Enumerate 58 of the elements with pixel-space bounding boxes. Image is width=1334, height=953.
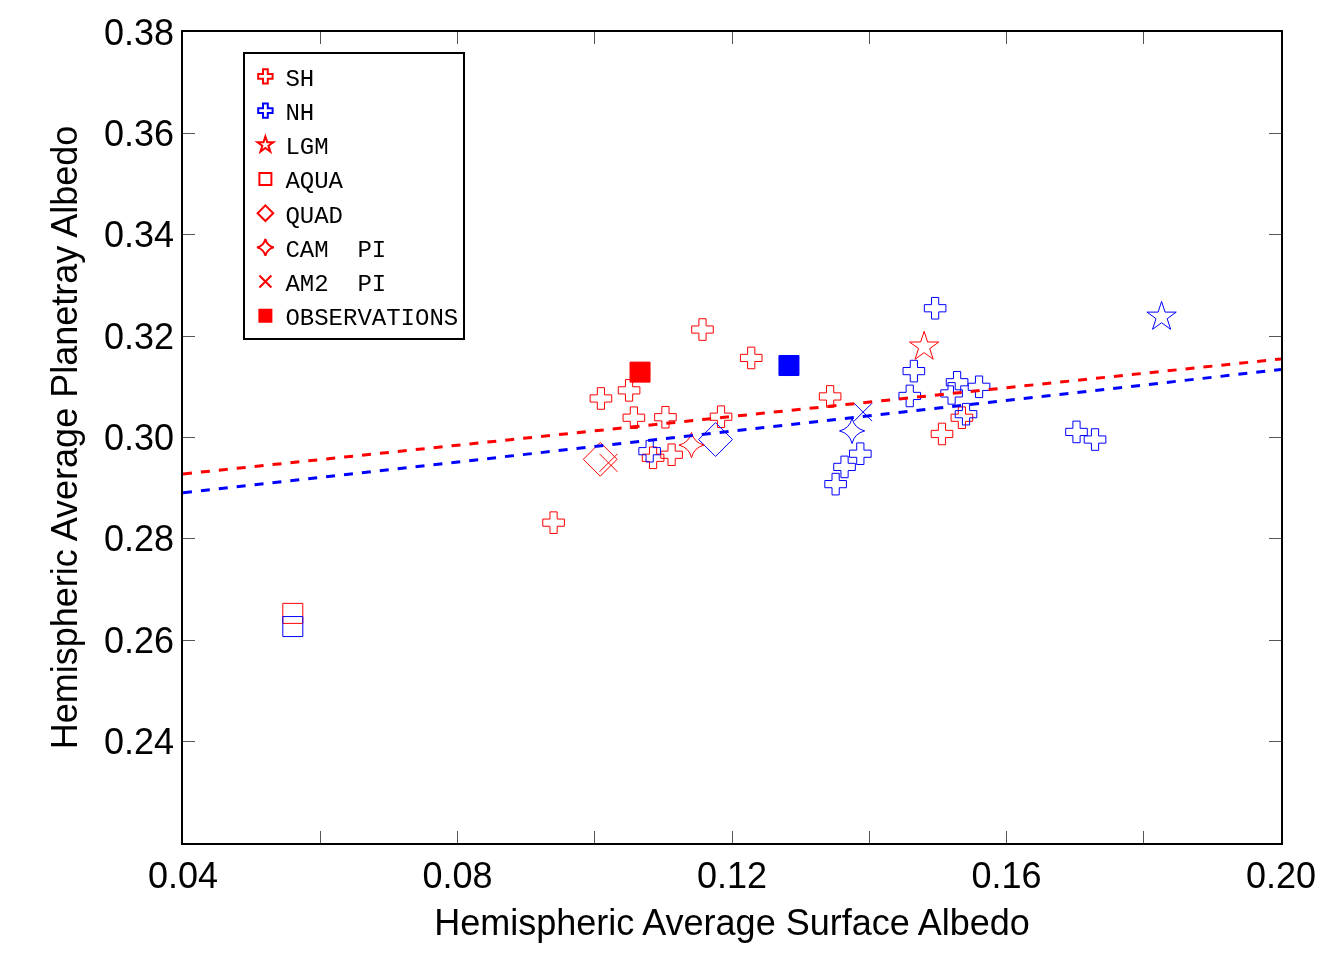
x-tick-label: 0.08	[422, 854, 493, 896]
point	[617, 379, 641, 402]
x-tick-label: 0.12	[696, 854, 768, 896]
point	[660, 443, 683, 467]
y-tick-label: 0.24	[103, 721, 175, 763]
point	[818, 385, 842, 408]
point	[778, 355, 800, 377]
legend-label: AM2 PI	[285, 270, 387, 298]
point	[739, 346, 763, 370]
point	[641, 446, 665, 470]
y-tick-label: 0.28	[103, 518, 175, 560]
point	[622, 406, 646, 430]
point	[629, 361, 651, 383]
y-axis-title: Hemispheric Average Planetray Albedo	[44, 125, 86, 750]
point	[589, 387, 613, 410]
y-tick-label: 0.34	[103, 214, 175, 256]
y-tick-label: 0.36	[103, 112, 175, 154]
point	[967, 375, 991, 399]
point	[898, 384, 922, 408]
point	[940, 382, 963, 405]
point	[849, 442, 872, 466]
point	[691, 318, 714, 341]
x-tick-label: 0.16	[971, 854, 1042, 896]
point	[824, 472, 847, 496]
point	[930, 422, 954, 446]
point	[282, 602, 304, 624]
legend-label: SH	[285, 65, 315, 93]
point	[838, 417, 866, 445]
y-tick-label: 0.32	[103, 315, 175, 357]
legend-label: AQUA	[285, 168, 344, 196]
point	[945, 370, 969, 394]
point	[282, 616, 304, 638]
point	[709, 405, 733, 429]
x-axis-title: Hemispheric Average Surface Albedo	[434, 902, 1030, 944]
legend-label: NH	[285, 99, 315, 127]
y-tick-label: 0.26	[103, 619, 175, 661]
legend-label: LGM	[285, 134, 329, 162]
point	[542, 511, 565, 534]
point	[923, 296, 947, 320]
text: 0.30	[103, 417, 175, 459]
point	[833, 455, 856, 479]
point	[1065, 420, 1088, 444]
point	[638, 439, 661, 463]
point	[853, 402, 873, 422]
point	[909, 330, 940, 360]
legend-label: QUAD	[285, 202, 343, 230]
point	[698, 422, 733, 457]
legend-label: CAM PI	[285, 236, 387, 264]
point	[1146, 300, 1177, 330]
x-tick-label: 0.04	[147, 854, 219, 896]
text: 0.20	[1245, 854, 1317, 896]
point	[902, 359, 926, 383]
y-tick-label: 0.38	[103, 11, 175, 53]
point	[654, 405, 677, 429]
point	[1083, 428, 1107, 451]
point	[678, 432, 705, 459]
legend-label: OBSERVATIONS	[285, 305, 459, 333]
point	[582, 441, 618, 477]
